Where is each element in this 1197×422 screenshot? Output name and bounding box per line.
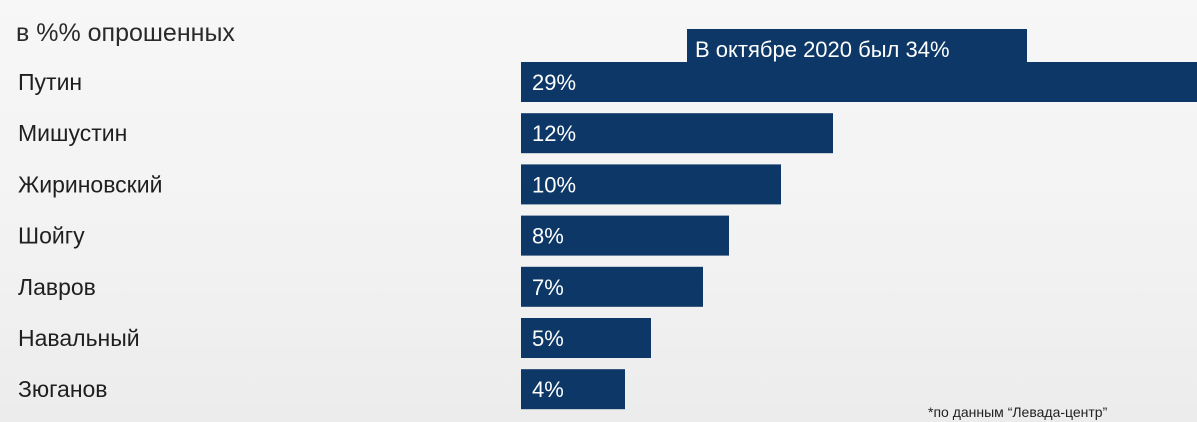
bar — [521, 266, 703, 307]
bar — [521, 164, 781, 205]
category-label: Мишустин — [18, 120, 127, 146]
annotation-box — [687, 29, 1027, 69]
bar-value-label: 5% — [532, 326, 564, 351]
bar-value-label: 7% — [532, 275, 564, 300]
bar-value-label: 29% — [532, 70, 576, 95]
category-label: Навальный — [18, 325, 140, 351]
category-label: Путин — [18, 69, 82, 95]
category-label: Шойгу — [18, 223, 85, 249]
bar-value-label: 10% — [532, 172, 576, 197]
category-label: Лавров — [18, 274, 96, 300]
bar — [521, 369, 625, 410]
bar-value-label: 12% — [532, 121, 576, 146]
bar — [521, 215, 729, 256]
category-label: Зюганов — [18, 376, 108, 402]
source-note: *по данным “Левада-центр” — [928, 404, 1108, 420]
bar — [521, 113, 833, 154]
bar-value-label: 4% — [532, 377, 564, 402]
annotation-callout: В октябре 2020 был 34% — [687, 29, 1027, 69]
unit-label: в %% опрошенных — [16, 19, 235, 47]
annotation-text: В октябре 2020 был 34% — [695, 37, 950, 62]
bar — [521, 318, 651, 358]
bars-group: Путин 29% Мишустин 12% Жириновский 10% Шойгу 8%… — [18, 62, 1197, 410]
bar-value-label: 8% — [532, 224, 564, 249]
category-label: Жириновский — [18, 171, 162, 197]
